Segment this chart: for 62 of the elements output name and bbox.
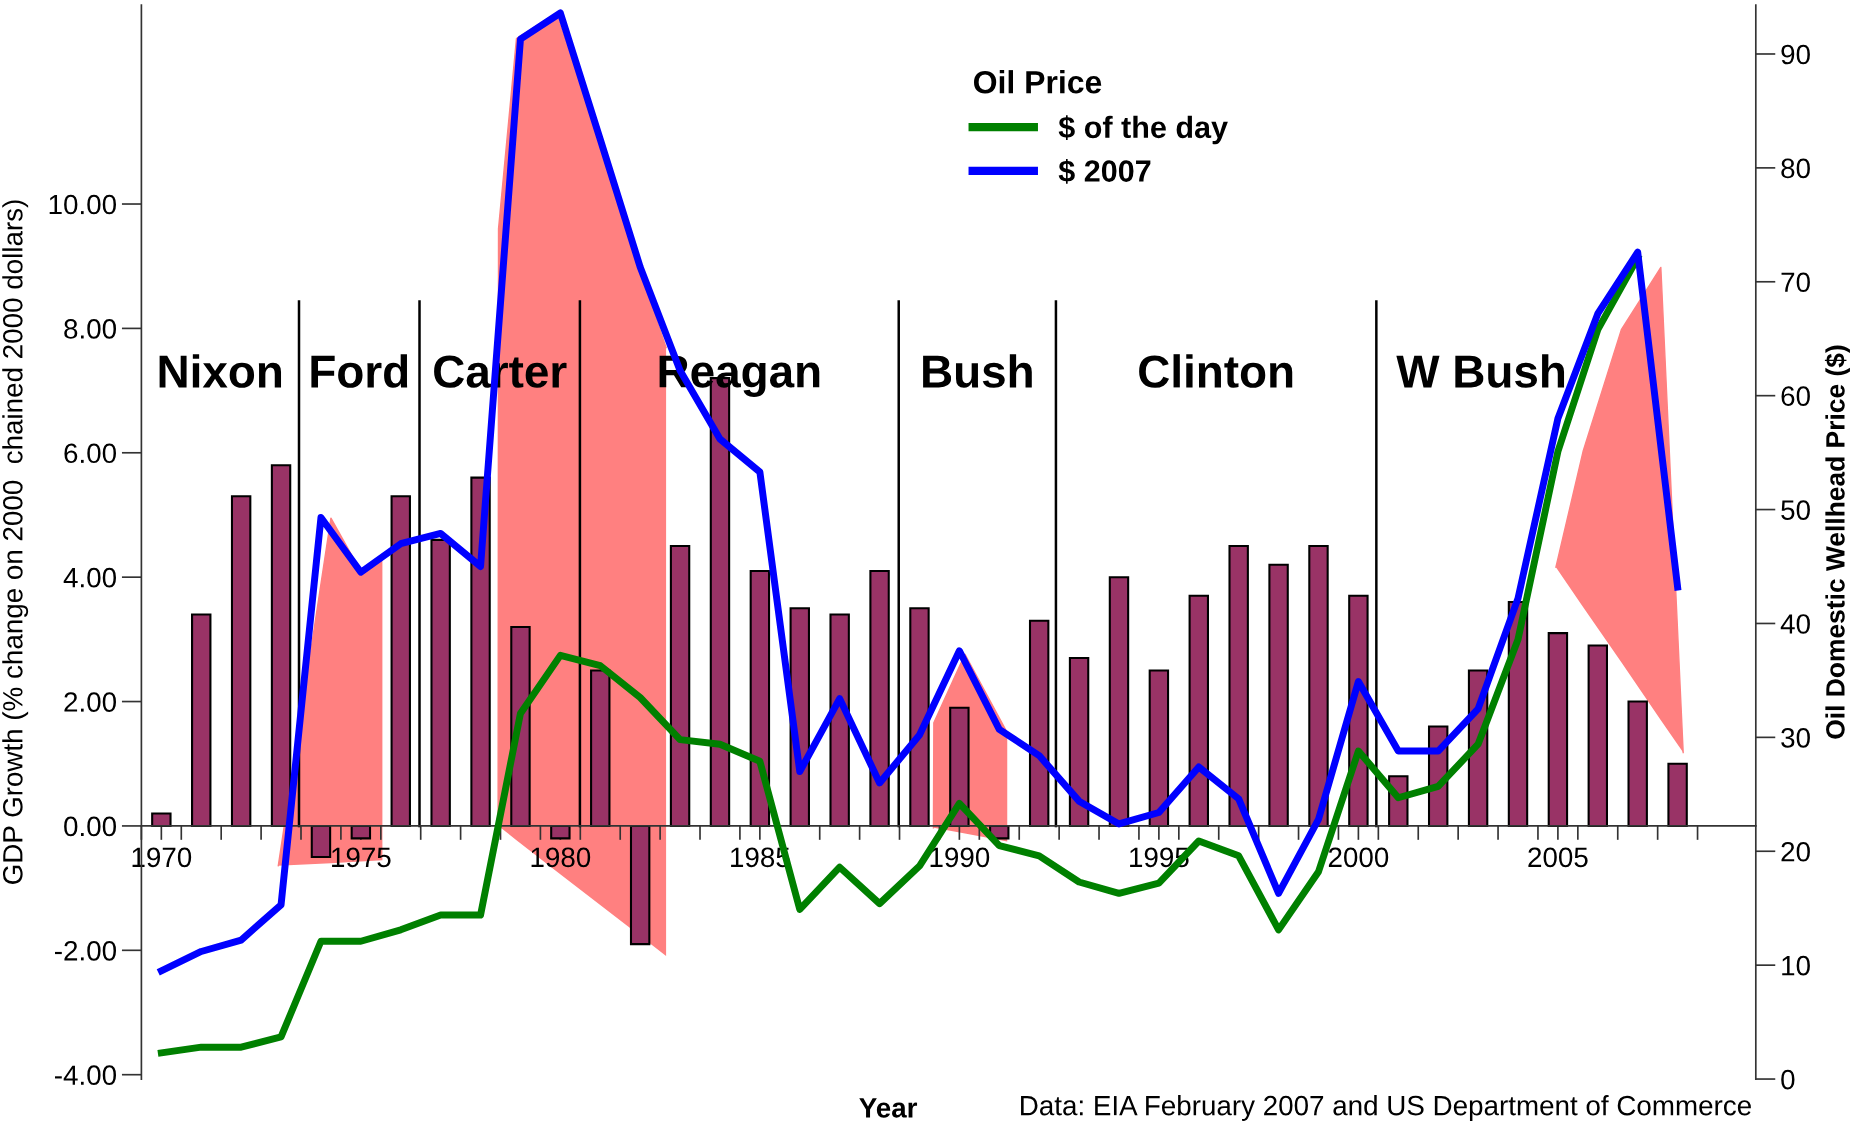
bar xyxy=(749,569,771,827)
y-tick-label: -4.00 xyxy=(55,1065,117,1086)
bar xyxy=(949,706,970,827)
y-tick-label: -2.00 xyxy=(55,940,117,961)
bar xyxy=(869,569,890,827)
y-axis-title: GDP Growth (% change on 2000 chained 2000 dollars) xyxy=(2,200,29,884)
y-tick-label: 0.00 xyxy=(64,816,117,837)
bar xyxy=(1547,632,1569,827)
bar xyxy=(1228,545,1249,827)
y2-axis-title: Oil Domestic Wellhead Price ($) xyxy=(1824,345,1850,739)
annotation: Bush xyxy=(923,354,1032,388)
bar xyxy=(1188,594,1209,827)
bar xyxy=(270,464,292,827)
bar xyxy=(151,812,172,827)
bar xyxy=(1148,669,1170,827)
bar xyxy=(829,613,850,827)
bar xyxy=(1108,576,1130,827)
y-tick-label: 6.00 xyxy=(64,443,117,464)
y2-tick-label: 20 xyxy=(1781,841,1810,862)
y-tick-label: 2.00 xyxy=(64,692,117,712)
bar xyxy=(430,538,451,827)
x-axis-title: Year xyxy=(859,1098,918,1118)
x-tick-label: 2005 xyxy=(1528,847,1588,868)
bar xyxy=(390,495,411,827)
bar xyxy=(1268,563,1289,827)
x-tick-label: 2000 xyxy=(1328,847,1389,868)
x-tick-label: 1980 xyxy=(531,847,591,868)
bar xyxy=(1667,762,1688,827)
x-tick-label: 1975 xyxy=(332,847,391,868)
bar xyxy=(909,607,930,827)
bar xyxy=(590,669,611,827)
y2-tick-label: 0 xyxy=(1781,1069,1795,1090)
text: Data: EIA February 2007 and US Department of Commerce xyxy=(1021,1095,1751,1121)
legend-title: Oil Price xyxy=(974,70,1102,94)
annotation: Clinton xyxy=(1139,354,1293,388)
y2-tick-label: 70 xyxy=(1781,272,1810,293)
y2-tick-label: 30 xyxy=(1781,728,1810,748)
y-tick-label: 10.00 xyxy=(49,194,117,215)
y2-tick-label: 10 xyxy=(1782,955,1810,976)
bar xyxy=(629,824,651,946)
bar xyxy=(230,495,252,827)
y2-tick-label: 90 xyxy=(1781,44,1810,65)
y-tick-label: 4.00 xyxy=(63,567,117,588)
bar xyxy=(1028,619,1050,827)
y2-tick-label: 50 xyxy=(1781,500,1810,520)
annotation: Ford xyxy=(311,354,408,388)
annotation: W Bush xyxy=(1396,354,1565,388)
x-tick-label: 1990 xyxy=(930,847,990,868)
y2-tick-label: 40 xyxy=(1780,614,1810,634)
y-tick-label: 8.00 xyxy=(64,319,117,339)
legend-label: $ of the day xyxy=(1058,115,1228,145)
bar xyxy=(1587,644,1609,827)
bar xyxy=(1308,545,1329,827)
bar xyxy=(669,545,691,827)
y2-tick-label: 60 xyxy=(1781,386,1810,407)
legend-label: $ 2007 xyxy=(1058,158,1151,184)
annotation: Nixon xyxy=(159,354,282,388)
bar xyxy=(1627,700,1648,827)
bar xyxy=(191,613,212,827)
bar xyxy=(310,824,332,859)
bar xyxy=(1068,656,1090,827)
y2-tick-label: 80 xyxy=(1781,158,1810,179)
